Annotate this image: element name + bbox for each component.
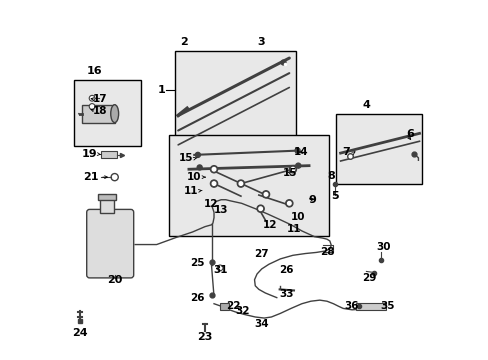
Text: 13: 13 xyxy=(214,206,228,216)
Text: 27: 27 xyxy=(254,248,268,258)
Circle shape xyxy=(294,148,300,153)
Text: 30: 30 xyxy=(376,242,390,252)
Text: 25: 25 xyxy=(189,258,204,268)
Text: 31: 31 xyxy=(212,265,227,275)
Circle shape xyxy=(295,163,300,168)
Text: 29: 29 xyxy=(362,273,376,283)
Text: 12: 12 xyxy=(262,220,276,230)
Circle shape xyxy=(290,167,294,171)
Text: 6: 6 xyxy=(406,129,414,139)
Text: 7: 7 xyxy=(341,147,349,157)
Circle shape xyxy=(262,191,269,198)
Circle shape xyxy=(195,152,200,157)
Text: 28: 28 xyxy=(320,247,334,257)
Circle shape xyxy=(237,180,244,187)
Text: 15: 15 xyxy=(179,153,193,163)
Circle shape xyxy=(217,265,223,271)
Text: 5: 5 xyxy=(330,191,338,201)
Text: 34: 34 xyxy=(254,319,268,329)
Text: 20: 20 xyxy=(107,275,122,285)
Bar xyxy=(174,51,296,137)
Text: 19: 19 xyxy=(81,149,97,159)
Circle shape xyxy=(264,193,267,196)
Bar xyxy=(98,194,116,200)
Bar xyxy=(356,303,385,310)
Circle shape xyxy=(212,167,215,171)
Text: 15: 15 xyxy=(283,168,297,178)
Text: 32: 32 xyxy=(235,306,249,316)
Text: 2: 2 xyxy=(179,37,187,47)
Circle shape xyxy=(258,207,262,211)
Circle shape xyxy=(212,182,215,185)
Circle shape xyxy=(289,166,296,173)
Bar xyxy=(220,303,228,310)
Circle shape xyxy=(239,182,242,185)
Text: 23: 23 xyxy=(197,332,212,342)
Text: 17: 17 xyxy=(93,94,107,104)
Text: 12: 12 xyxy=(204,199,218,210)
Text: 16: 16 xyxy=(86,66,102,76)
Bar xyxy=(101,151,117,158)
Circle shape xyxy=(89,104,95,109)
Circle shape xyxy=(210,166,217,173)
Circle shape xyxy=(257,205,264,212)
Text: 33: 33 xyxy=(279,289,293,299)
Text: 1: 1 xyxy=(157,85,165,95)
Circle shape xyxy=(210,180,217,187)
Text: 24: 24 xyxy=(72,328,88,338)
Text: 36: 36 xyxy=(344,301,358,311)
Circle shape xyxy=(89,95,95,101)
Text: 14: 14 xyxy=(293,147,308,157)
Text: 26: 26 xyxy=(279,265,293,275)
Text: 35: 35 xyxy=(379,301,394,311)
Text: 18: 18 xyxy=(93,106,107,116)
Text: 9: 9 xyxy=(308,195,316,205)
FancyBboxPatch shape xyxy=(86,210,133,278)
Text: 10: 10 xyxy=(186,172,201,182)
Text: 11: 11 xyxy=(286,225,301,234)
Ellipse shape xyxy=(110,105,119,123)
Circle shape xyxy=(287,202,290,205)
Text: 21: 21 xyxy=(83,172,99,182)
Text: 11: 11 xyxy=(183,186,198,196)
Circle shape xyxy=(285,200,292,207)
Circle shape xyxy=(197,165,202,170)
Text: 22: 22 xyxy=(225,301,240,311)
Text: 3: 3 xyxy=(256,37,264,47)
Text: 8: 8 xyxy=(327,171,334,181)
Bar xyxy=(100,199,114,213)
Text: 10: 10 xyxy=(290,212,305,221)
Bar xyxy=(82,105,115,123)
Bar xyxy=(335,114,421,184)
Bar xyxy=(74,80,140,146)
Text: 26: 26 xyxy=(189,293,204,303)
Bar xyxy=(169,135,328,235)
Text: 4: 4 xyxy=(362,100,369,111)
